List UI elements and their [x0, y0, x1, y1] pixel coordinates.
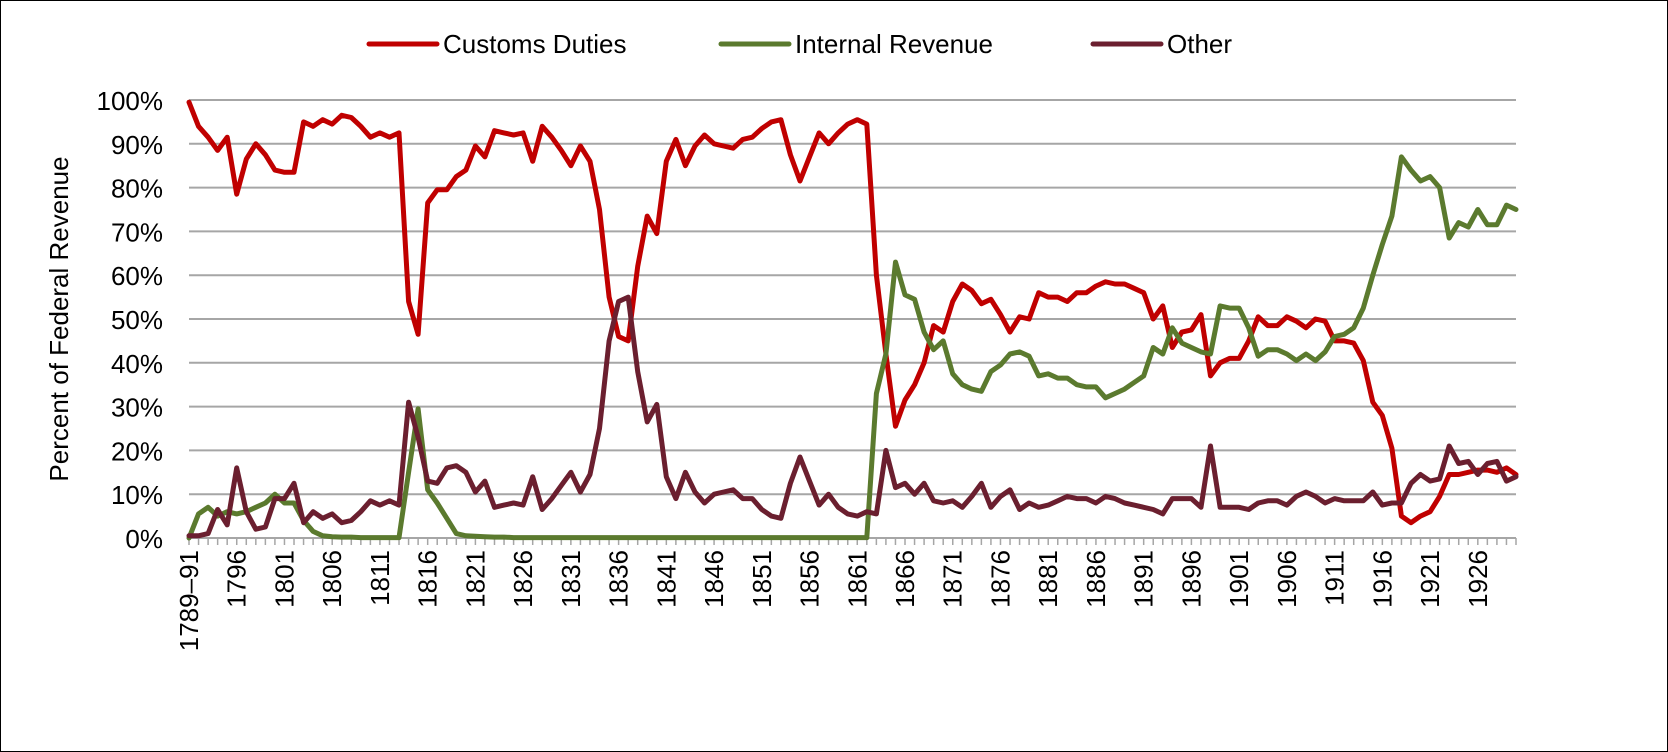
x-tick-label-1891: 1891	[1129, 550, 1159, 608]
y-tick-label-50: 50%	[111, 305, 163, 335]
x-tick-label-1806: 1806	[317, 550, 347, 608]
x-tick-label-1826: 1826	[508, 550, 538, 608]
x-tick-label-1901: 1901	[1224, 550, 1254, 608]
x-tick-label-1856: 1856	[795, 550, 825, 608]
x-tick-label-1801: 1801	[269, 550, 299, 608]
y-tick-label-100: 100%	[97, 86, 164, 116]
x-tick-label-1796: 1796	[222, 550, 252, 608]
x-tick-label-1841: 1841	[651, 550, 681, 608]
x-tick-label-1911: 1911	[1320, 550, 1350, 606]
x-tick-label-1831: 1831	[556, 550, 586, 608]
x-tick-label-1916: 1916	[1367, 550, 1397, 608]
x-tick-label-1851: 1851	[747, 550, 777, 608]
x-axis: 1789–91 1796 1801 1806 1811 1816 1821 1826 1831 1…	[174, 537, 1517, 651]
series-lines	[186, 99, 1519, 541]
x-tick-label-1881: 1881	[1033, 550, 1063, 608]
x-tick-label-1886: 1886	[1081, 550, 1111, 608]
x-tick-label-1921: 1921	[1415, 550, 1445, 608]
x-tick-label-1866: 1866	[890, 550, 920, 608]
y-tick-label-60: 60%	[111, 261, 163, 291]
x-tick-label-1811: 1811	[365, 550, 395, 606]
y-tick-label-70: 70%	[111, 217, 163, 247]
x-tick-label-1836: 1836	[604, 550, 634, 608]
legend-label-internal-revenue: Internal Revenue	[795, 29, 993, 59]
y-tick-label-20: 20%	[111, 436, 163, 466]
x-tick-label-1926: 1926	[1463, 550, 1493, 608]
y-tick-label-80: 80%	[111, 174, 163, 204]
x-tick-label-1906: 1906	[1272, 550, 1302, 608]
series-line-customs-duties	[186, 99, 1519, 526]
x-tick-label-1876: 1876	[985, 550, 1015, 608]
y-tick-label-90: 90%	[111, 130, 163, 160]
x-tick-label-1861: 1861	[842, 550, 872, 608]
gridlines	[189, 99, 1516, 496]
x-tick-label-1789–91: 1789–91	[174, 550, 204, 651]
y-tick-label-30: 30%	[111, 393, 163, 423]
y-tick-label-0: 0%	[125, 524, 163, 554]
y-tick-label-40: 40%	[111, 349, 163, 379]
legend-label-customs-duties: Customs Duties	[443, 29, 627, 59]
y-tick-label-10: 10%	[111, 480, 163, 510]
series-line-internal-revenue	[186, 154, 1519, 541]
y-axis: 0% 10% 20% 30% 40% 50% 60% 70% 80% 90% 100%	[97, 86, 164, 554]
x-tick-label-1846: 1846	[699, 550, 729, 608]
x-tick-label-1821: 1821	[460, 550, 490, 608]
x-tick-label-1816: 1816	[413, 550, 443, 608]
x-tick-label-1871: 1871	[938, 550, 968, 608]
x-tick-label-1896: 1896	[1176, 550, 1206, 608]
y-axis-label: Percent of Federal Revenue	[44, 156, 74, 481]
series-line-other	[186, 294, 1519, 539]
legend: Customs Duties Internal Revenue Other	[366, 29, 1232, 59]
legend-label-other: Other	[1167, 29, 1232, 59]
